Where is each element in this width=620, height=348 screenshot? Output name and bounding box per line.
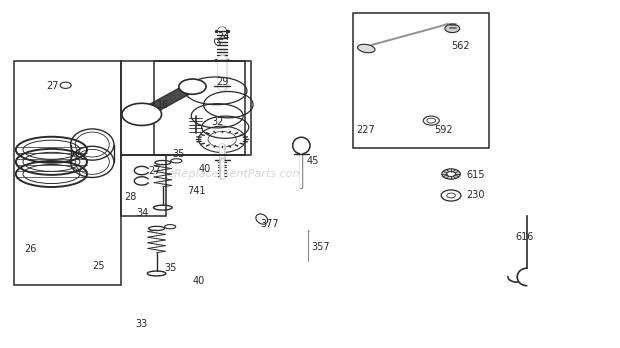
Text: 616: 616: [515, 232, 534, 242]
Text: eReplacementParts.com: eReplacementParts.com: [167, 169, 304, 179]
Text: 27: 27: [46, 81, 58, 90]
Text: 592: 592: [434, 125, 453, 135]
Text: 741: 741: [187, 186, 206, 196]
Text: 26: 26: [24, 244, 37, 254]
Text: 25: 25: [92, 261, 105, 271]
Text: 40: 40: [198, 164, 211, 174]
Text: 28: 28: [125, 191, 137, 201]
Polygon shape: [365, 24, 448, 47]
Text: 24: 24: [217, 32, 229, 42]
Circle shape: [179, 79, 206, 94]
Circle shape: [122, 103, 162, 126]
Text: 45: 45: [307, 156, 319, 166]
Text: 35: 35: [165, 263, 177, 272]
Circle shape: [445, 24, 459, 33]
Circle shape: [218, 27, 226, 31]
Text: 357: 357: [311, 243, 330, 253]
Text: 40: 40: [192, 276, 205, 286]
Text: 35: 35: [172, 149, 185, 159]
Text: 34: 34: [137, 208, 149, 218]
Ellipse shape: [358, 44, 375, 53]
Text: 562: 562: [451, 41, 470, 51]
Circle shape: [442, 169, 460, 179]
Text: 615: 615: [466, 170, 484, 180]
Text: 227: 227: [356, 125, 375, 135]
Text: 377: 377: [260, 219, 279, 229]
Text: 16: 16: [157, 100, 169, 110]
Text: 29: 29: [216, 77, 228, 87]
Text: 32: 32: [211, 117, 223, 127]
Text: 33: 33: [136, 319, 148, 329]
Circle shape: [447, 172, 455, 176]
Text: 230: 230: [466, 190, 484, 200]
Text: 27: 27: [148, 166, 161, 175]
Polygon shape: [136, 84, 198, 117]
